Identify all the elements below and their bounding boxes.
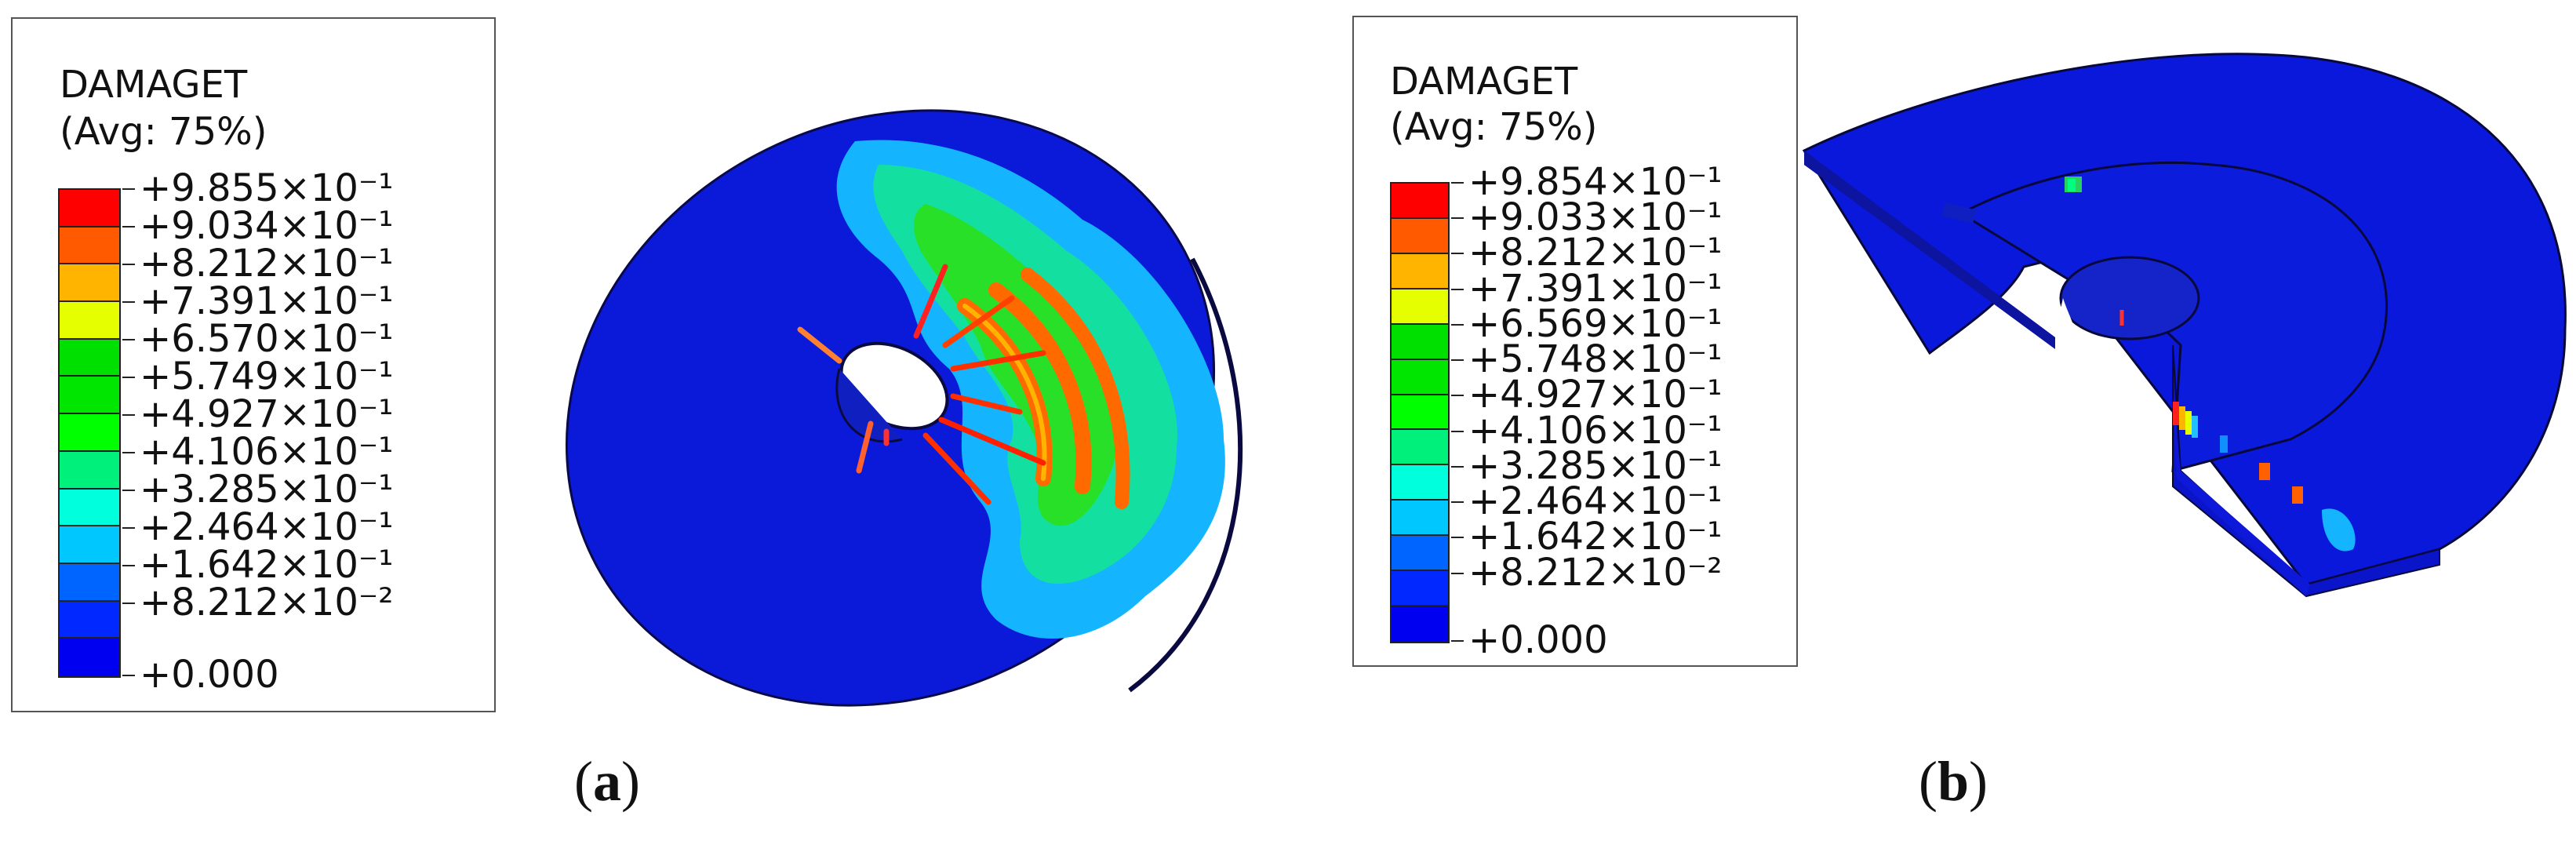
radial-cracks [797,264,1046,505]
legend-value-label: +4.106×10⁻¹ [1468,408,1723,453]
legend-value-label: +4.927×10⁻¹ [1468,373,1723,417]
color-swatch [1392,465,1448,501]
legend-value-label: +8.212×10⁻¹ [1468,231,1723,275]
crack-arcs [957,268,1130,509]
legend-value-label: +1.642×10⁻¹ [140,543,394,587]
color-swatch [1392,184,1448,219]
legend-title: DAMAGET [1390,60,1578,104]
legend-value-label: +9.854×10⁻¹ [1468,160,1723,204]
legend-value-label: +2.464×10⁻¹ [140,505,394,549]
legend-value-label: +0.000 [140,653,279,697]
color-swatch [1392,430,1448,466]
legend-tick [122,452,135,453]
color-bar [58,188,121,678]
color-swatch [60,339,119,377]
color-swatch [1392,218,1448,254]
color-bar [1390,182,1450,643]
legend-value-label: +9.033×10⁻¹ [1468,195,1723,240]
legend-tick [122,339,135,340]
legend-value-label: +8.212×10⁻² [140,581,394,624]
legend-value-label: +0.000 [1468,618,1608,662]
legend-value-label: +5.749×10⁻¹ [140,355,394,399]
legend-value-label: +4.106×10⁻¹ [140,430,394,474]
caption-a: (a) [574,750,640,813]
color-swatch [1392,536,1448,572]
color-swatch [1392,289,1448,325]
legend-tick [1451,359,1464,362]
color-swatch [60,639,119,676]
color-swatch [1392,395,1448,431]
color-swatch [1392,606,1448,642]
legend-tick [1451,323,1464,326]
color-swatch [60,489,119,527]
legend-tick [122,527,135,529]
color-swatch [60,264,119,303]
legend-subtitle: (Avg: 75%) [60,110,267,154]
legend-tick [1451,501,1464,504]
legend-value-label: +1.642×10⁻¹ [1468,515,1723,559]
color-swatch [60,563,119,602]
legend-value-label: +8.212×10⁻¹ [140,242,394,286]
color-swatch [1392,253,1448,289]
legend-tick [1451,182,1464,184]
legend-tick [122,226,135,228]
legend-tick [1451,217,1464,220]
legend-tick [122,675,135,676]
color-swatch [1392,359,1448,395]
color-swatch [60,601,119,639]
legend-value-label: +7.391×10⁻¹ [140,279,394,323]
cut-face-damage [2173,402,2356,552]
legend-tick [122,264,135,265]
color-swatch [60,414,119,452]
legend-value-label: +3.285×10⁻¹ [140,468,394,512]
color-swatch [60,227,119,265]
color-swatch [1392,501,1448,537]
legend-value-label: +6.570×10⁻¹ [140,317,394,361]
caption-b: (b) [1919,750,1988,813]
color-swatch [60,451,119,490]
legend-subtitle: (Avg: 75%) [1390,105,1598,149]
legend-tick [122,490,135,491]
legend-labels: +9.854×10⁻¹ +9.033×10⁻¹ +8.212×10⁻¹ +7.391×… [1451,163,1796,659]
legend-tick [1451,572,1464,574]
legend-value-label: +5.748×10⁻¹ [1468,337,1723,382]
legend-tick [1451,430,1464,432]
color-swatch [60,190,119,228]
legend-tick [1451,395,1464,397]
legend-tick [1451,537,1464,539]
legend-tick [122,188,135,190]
color-swatch [60,526,119,564]
legend-tick [122,565,135,566]
legend-tick [1451,640,1464,642]
legend-tick [1451,253,1464,255]
legend-value-label: +2.464×10⁻¹ [1468,479,1723,524]
left-section-face [1804,151,2055,349]
legend-labels: +9.855×10⁻¹ +9.034×10⁻¹ +8.212×10⁻¹ +7.391×… [122,169,491,694]
legend-tick [122,377,135,378]
center-bore [2059,256,2200,340]
legend-tick [1451,465,1464,468]
legend-title: DAMAGET [60,63,248,107]
legend-value-label: +8.212×10⁻² [1468,550,1723,595]
legend-value-label: +3.285×10⁻¹ [1468,443,1723,488]
legend-value-label: +9.034×10⁻¹ [140,204,394,248]
color-swatch [1392,571,1448,607]
legend-value-label: +9.855×10⁻¹ [140,166,394,210]
color-swatch [60,302,119,340]
legend-tick [1451,288,1464,290]
legend-value-label: +7.391×10⁻¹ [1468,266,1723,311]
legend-tick [122,301,135,303]
disc-rim [1128,257,1243,693]
legend-panel-a: DAMAGET (Avg: 75%) +9.855×10⁻¹ +9.034×10⁻… [11,17,496,712]
legend-value-label: +4.927×10⁻¹ [140,392,394,436]
color-swatch [1392,324,1448,360]
color-swatch [60,377,119,415]
legend-panel-b: DAMAGET (Avg: 75%) +9.854×10⁻¹ +9.033×10⁻… [1352,16,1798,667]
legend-tick [122,603,135,604]
legend-value-label: +6.569×10⁻¹ [1468,301,1723,346]
legend-tick [122,414,135,416]
